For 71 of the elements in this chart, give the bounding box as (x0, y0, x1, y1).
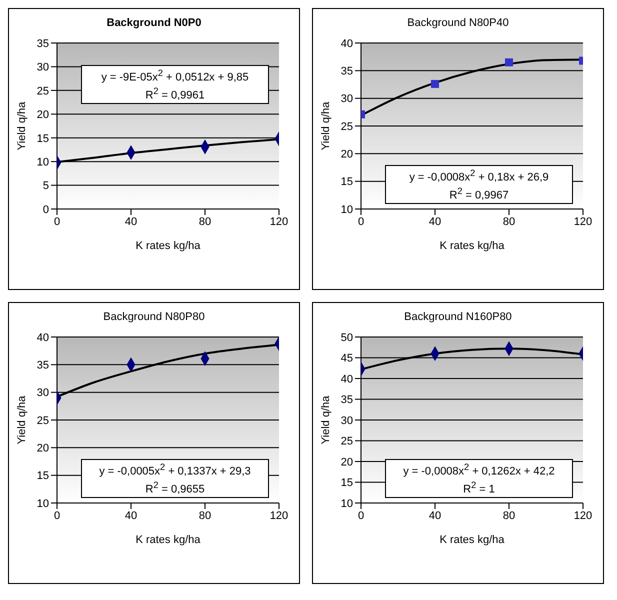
y-tick-label: 15 (340, 477, 353, 490)
y-tick-label: 15 (36, 470, 49, 482)
y-tick-label: 30 (340, 93, 353, 106)
x-tick-label: 80 (198, 510, 212, 522)
x-axis-title: K rates kg/ha (440, 240, 506, 252)
y-tick-label: 20 (340, 456, 353, 468)
y-tick-label: 0 (42, 204, 49, 216)
y-tick-label: 25 (36, 414, 49, 427)
chart-title: Background N80P80 (102, 311, 206, 325)
y-tick-label: 25 (36, 85, 49, 98)
x-tick-label: 40 (124, 216, 138, 228)
text-box: y = -0,0008x$^{2}$ + 0,18x + 26,9 R$^{2}$ = 0,9967 (385, 165, 573, 204)
y-tick-label: 20 (36, 109, 49, 122)
x-tick-label: 80 (502, 216, 516, 228)
text-box: y = -0,0008x$^{2}$ + 0,1262x + 42,2 R$^{2}$ = 1 (385, 459, 573, 498)
y-axis-title: Yield q/ha (16, 100, 28, 150)
x-tick-label: 120 (574, 510, 592, 522)
y-tick-label: 10 (340, 204, 353, 216)
chart-title: Background N0P0 (106, 17, 202, 31)
x-tick-label: 120 (270, 216, 288, 228)
y-tick-label: 40 (340, 38, 353, 50)
annotation: R$^{2}$ = 1 (462, 478, 496, 496)
x-tick-label: 40 (428, 216, 442, 228)
y-tick-label: 20 (36, 442, 49, 455)
x-tick-label: 40 (124, 510, 138, 522)
chart-title: Background N160P80 (403, 311, 513, 325)
y-tick-label: 30 (340, 414, 353, 427)
x-tick-label: 120 (270, 510, 288, 522)
y-tick-label: 10 (340, 498, 353, 510)
y-tick-label: 35 (36, 360, 49, 372)
x-axis-title: K rates kg/ha (136, 240, 202, 252)
y-tick-label: 40 (36, 332, 49, 344)
y-axis-title: Yield q/ha (320, 394, 332, 444)
text-box: y = -0,0005x$^{2}$ + 0,1337x + 29,3 R$^{2}$ = 0,9655 (81, 459, 269, 498)
y-axis-title: Yield q/ha (16, 394, 28, 444)
x-tick-label: 80 (502, 510, 516, 522)
y-tick-label: 45 (340, 352, 353, 365)
x-axis-title: K rates kg/ha (440, 534, 506, 546)
x-axis-title: K rates kg/ha (136, 534, 202, 546)
x-tick-label: 40 (428, 510, 442, 522)
y-tick-label: 25 (340, 120, 353, 133)
y-tick-label: 25 (340, 436, 353, 448)
annotation: R$^{2}$ = 0,9967 (448, 184, 510, 202)
y-tick-label: 5 (42, 180, 49, 192)
y-tick-label: 10 (36, 156, 49, 168)
annotation: y = -0,0008x$^{2}$ + 0,18x + 26,9 (408, 167, 550, 185)
y-tick-label: 30 (36, 387, 49, 400)
x-tick-label: 0 (54, 510, 60, 522)
annotation: y = -0,0005x$^{2}$ + 0,1337x + 29,3 (98, 461, 252, 479)
y-tick-label: 20 (340, 148, 353, 161)
y-tick-label: 40 (340, 373, 353, 386)
annotation: y = -0,0008x$^{2}$ + 0,1262x + 42,2 (402, 461, 556, 479)
y-axis-title: Yield q/ha (320, 100, 332, 150)
annotation: R$^{2}$ = 0,9655 (144, 478, 206, 496)
y-tick-label: 50 (340, 332, 353, 344)
x-tick-label: 80 (198, 216, 212, 228)
y-tick-label: 35 (36, 38, 49, 50)
text-box: y = -9E-05x$^{2}$ + 0,0512x + 9,85 R$^{2}$ = 0,9961 (81, 65, 269, 104)
y-tick-label: 35 (340, 66, 353, 78)
annotation: R$^{2}$ = 0,9961 (144, 84, 206, 102)
chart-title: Background N80P40 (406, 17, 510, 31)
x-tick-label: 120 (574, 216, 592, 228)
y-tick-label: 10 (36, 498, 49, 510)
x-tick-label: 0 (358, 216, 364, 228)
x-tick-label: 0 (54, 216, 60, 228)
y-tick-label: 15 (340, 176, 353, 188)
x-tick-label: 0 (358, 510, 364, 522)
annotation: y = -9E-05x$^{2}$ + 0,0512x + 9,85 (100, 67, 250, 85)
y-tick-label: 35 (340, 394, 353, 406)
y-tick-label: 15 (36, 132, 49, 145)
y-tick-label: 30 (36, 62, 49, 74)
